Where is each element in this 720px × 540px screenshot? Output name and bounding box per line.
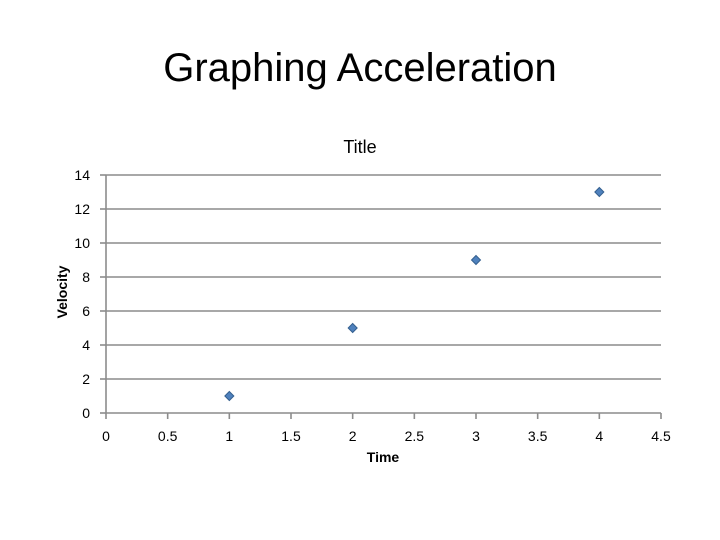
y-tick-label: 8 <box>82 269 90 285</box>
x-tick-label: 4 <box>595 428 603 444</box>
data-point <box>594 186 605 198</box>
x-tick-labels: 0 0.5 1 1.5 2 2.5 3 3.5 4 4.5 <box>102 428 671 444</box>
y-tick-label: 14 <box>74 167 90 183</box>
y-tick-label: 10 <box>74 235 90 251</box>
y-tick-label: 4 <box>82 337 90 353</box>
x-tick-label: 2 <box>349 428 357 444</box>
y-tick-label: 6 <box>82 303 90 319</box>
x-tick-label: 4.5 <box>651 428 671 444</box>
y-axis-title: Velocity <box>54 265 70 318</box>
x-tick-label: 0 <box>102 428 110 444</box>
axes <box>100 174 662 419</box>
y-tick-label: 0 <box>82 405 90 421</box>
y-tick-label: 2 <box>82 371 90 387</box>
data-point <box>470 254 482 266</box>
y-tick-label: 12 <box>74 201 90 217</box>
x-tick-label: 3 <box>472 428 480 444</box>
x-tick-label: 3.5 <box>528 428 548 444</box>
data-points <box>224 186 605 402</box>
x-tick-label: 2.5 <box>405 428 425 444</box>
x-tick-label: 0.5 <box>158 428 178 444</box>
slide-title: Graphing Acceleration <box>163 46 557 90</box>
grid-lines <box>106 174 661 380</box>
data-point <box>224 390 235 402</box>
x-tick-label: 1 <box>225 428 233 444</box>
y-tick-labels: 0 2 4 6 8 10 12 14 <box>74 167 90 421</box>
x-axis-title: Time <box>367 449 400 465</box>
chart-title: Title <box>343 137 376 157</box>
x-tick-label: 1.5 <box>281 428 301 444</box>
data-point <box>347 322 358 334</box>
